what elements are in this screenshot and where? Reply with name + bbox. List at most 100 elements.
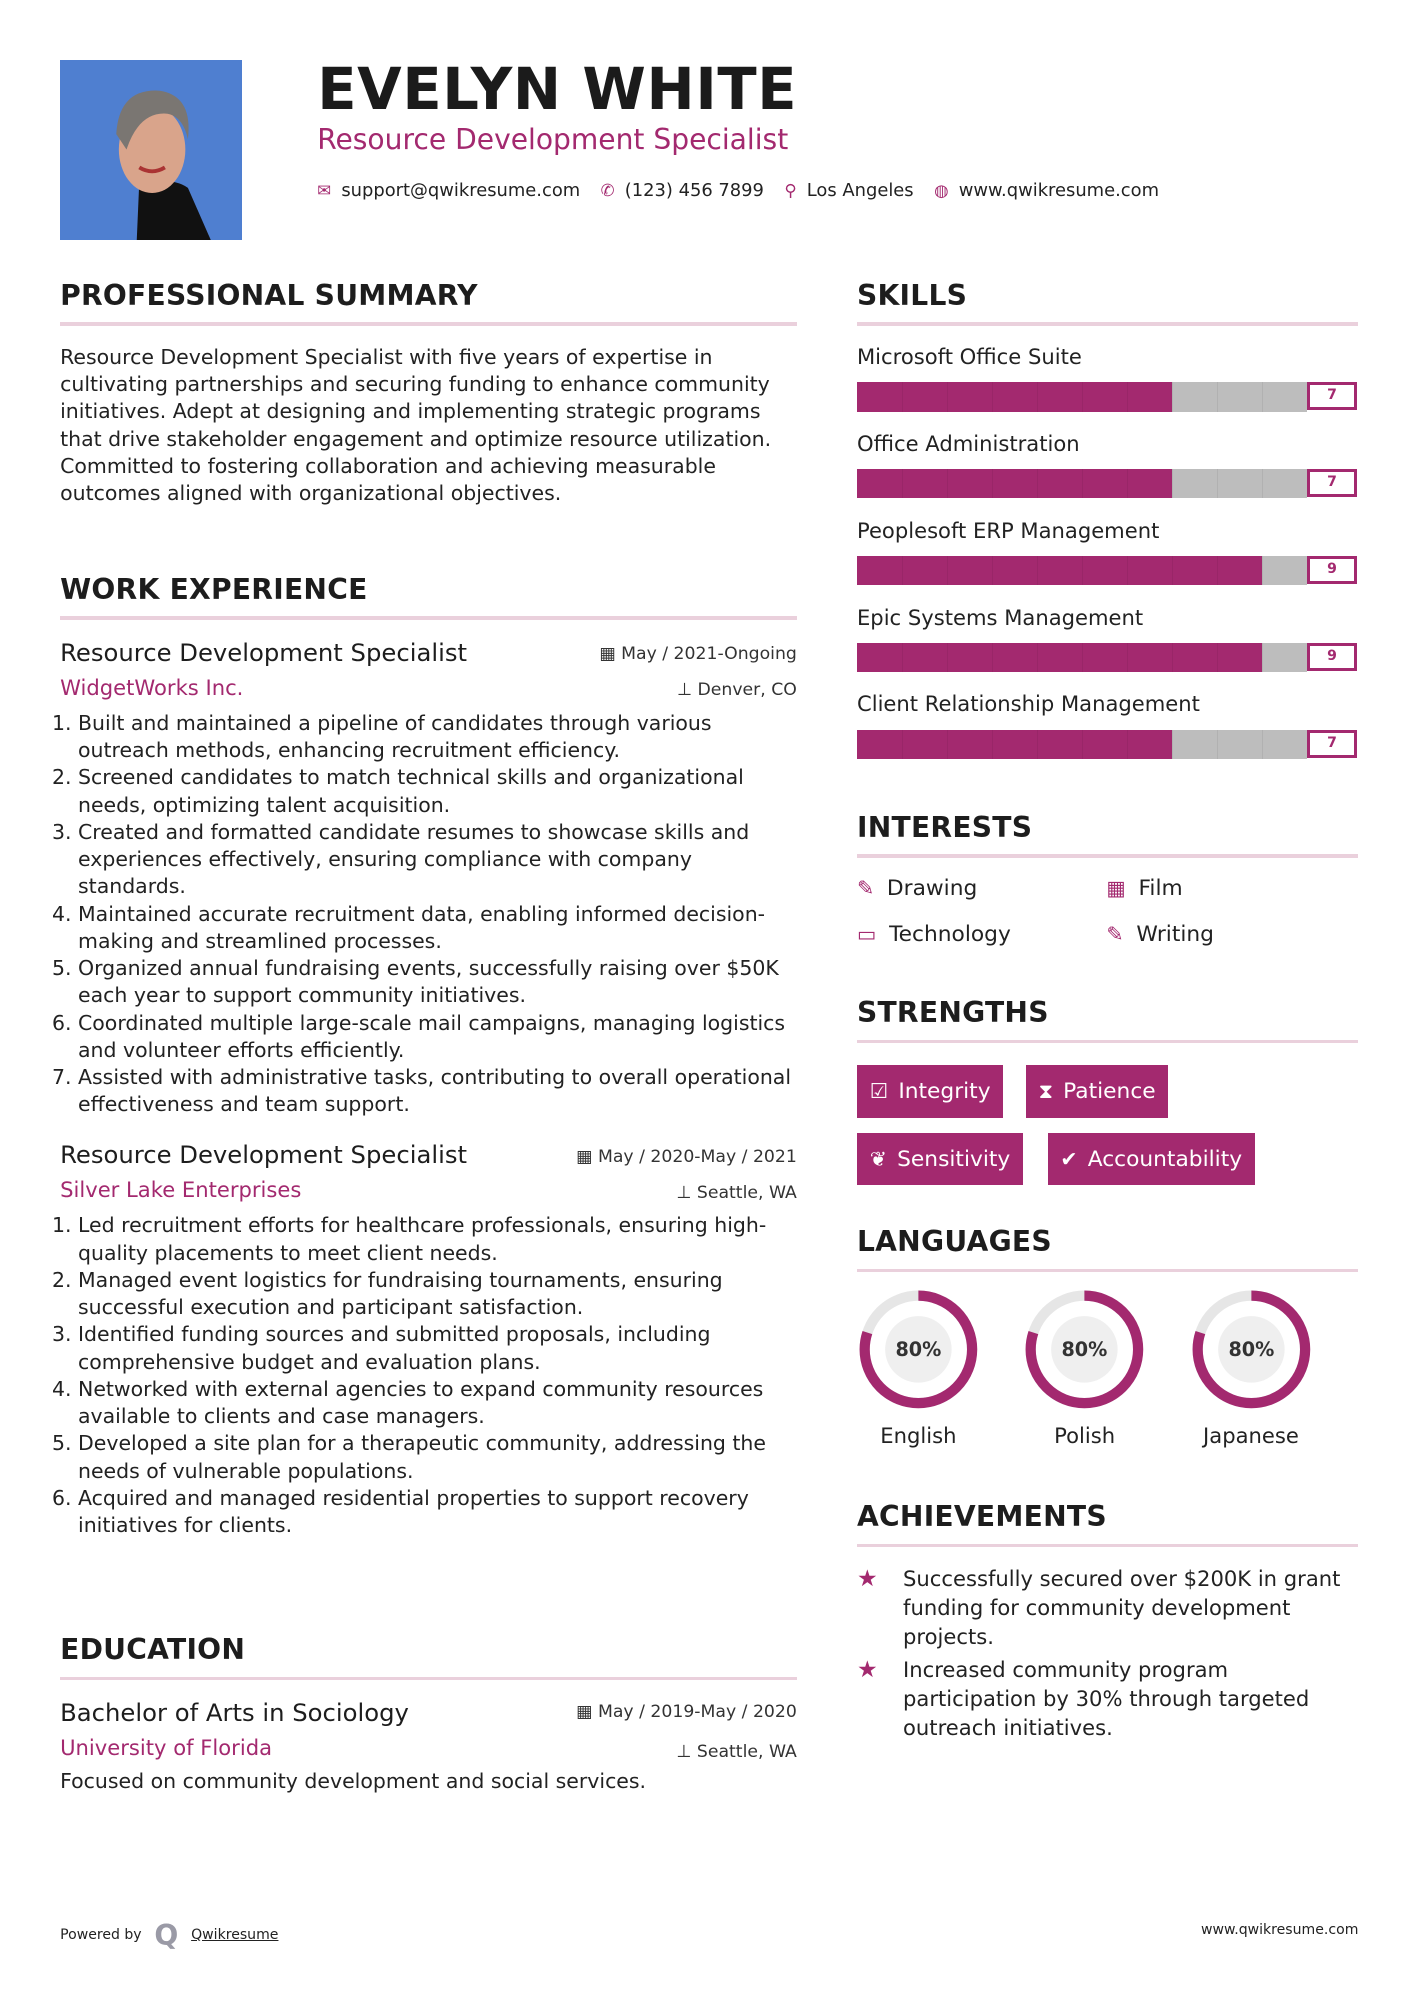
qwikresume-logo-icon: Q	[154, 1918, 179, 1952]
bar-segment-divider	[1172, 382, 1174, 412]
skill-item: Microsoft Office Suite 7	[856, 343, 1358, 412]
strength-tag: ❦ Sensitivity	[856, 1132, 1024, 1186]
skill-level: 7	[1307, 469, 1357, 497]
bar-segment-divider	[1262, 729, 1264, 760]
bar-segment-divider	[1082, 382, 1084, 412]
interest-item: ✎ Writing	[1106, 922, 1214, 947]
job-date: ▦ May / 2021-Ongoing	[599, 644, 797, 665]
interest-label: Technology	[889, 921, 1011, 947]
checkbox-icon: ☑	[869, 1079, 889, 1104]
job-bullet: Built and maintained a pipeline of candi…	[78, 710, 797, 765]
section-divider	[856, 322, 1359, 326]
achievement-item: ★ Successfully secured over $200K in gran…	[857, 1565, 1358, 1651]
powered-by-label: Powered by	[60, 1927, 142, 1944]
ring-fill	[1192, 1290, 1310, 1408]
language-item: 80% English	[857, 1288, 980, 1448]
interest-item: ▭ Technology	[857, 922, 1011, 947]
leaf-icon: ❦	[869, 1146, 887, 1171]
education-description: Focused on community development and soc…	[60, 1768, 647, 1793]
degree: Bachelor of Arts in Sociology	[60, 1698, 409, 1728]
bar-segment-divider	[1037, 642, 1039, 673]
contact-1[interactable]: (123) 456 7899	[624, 180, 764, 202]
profile-photo	[60, 60, 242, 241]
education-section: EDUCATION Bachelor of Arts in Sociology …	[60, 1633, 797, 1795]
skill-name: Epic Systems Management	[856, 604, 1144, 630]
section-divider	[60, 616, 797, 621]
skill-level: 9	[1307, 555, 1357, 584]
contact-3[interactable]: www.qwikresume.com	[958, 180, 1160, 202]
job-entry: Resource Development Specialist ▦ May / …	[60, 1140, 797, 1539]
strengths-section: STRENGTHS ☑ Integrity ⧗ Patience ❦ Sensitivit…	[856, 996, 1359, 1186]
bar-segment-divider	[1262, 469, 1264, 499]
skill-bar: 9	[856, 642, 1358, 673]
map-pin-icon: ⚲	[784, 181, 797, 201]
education-location: ⊥ Seattle, WA	[676, 1741, 797, 1762]
bar-segment-divider	[902, 555, 904, 586]
skill-name: Microsoft Office Suite	[856, 343, 1082, 369]
language-name: Polish	[1054, 1423, 1116, 1449]
strength-label: Accountability	[1087, 1146, 1243, 1172]
bar-segment-divider	[1217, 729, 1219, 760]
company-name: WidgetWorks Inc.	[60, 674, 244, 700]
phone-icon: ✆	[600, 181, 615, 201]
bar-segment-divider	[1217, 382, 1219, 412]
job-bullet: Developed a site plan for a therapeutic …	[78, 1430, 797, 1485]
skill-name: Office Administration	[856, 430, 1080, 456]
language-percent: 80%	[895, 1338, 941, 1361]
bar-segment-divider	[1262, 642, 1264, 673]
job-bullet: Led recruitment efforts for healthcare p…	[78, 1212, 797, 1267]
bar-segment-divider	[1217, 642, 1219, 673]
section-divider	[60, 322, 797, 326]
language-percent: 80%	[1228, 1338, 1274, 1361]
interest-item: ✎ Drawing	[857, 876, 977, 901]
job-bullet: Acquired and managed residential propert…	[78, 1485, 797, 1540]
skill-fill	[856, 642, 1263, 673]
bar-segment-divider	[1082, 729, 1084, 760]
language-ring: 80%	[1025, 1290, 1144, 1408]
section-divider	[856, 1039, 1359, 1044]
bar-segment-divider	[902, 382, 904, 412]
pushpin-icon: ⊥	[676, 1182, 697, 1203]
contact-2[interactable]: Los Angeles	[806, 180, 914, 202]
job-title: Resource Development Specialist	[60, 1140, 468, 1170]
film-icon: ▦	[1106, 875, 1126, 900]
envelope-icon: ✉	[317, 181, 332, 201]
bar-segment-divider	[947, 382, 949, 412]
star-icon: ★	[856, 1566, 878, 1593]
skill-name: Client Relationship Management	[856, 691, 1200, 717]
interest-label: Writing	[1136, 921, 1214, 947]
footer-url[interactable]: www.qwikresume.com	[1201, 1922, 1359, 1939]
summary-text: Resource Development Specialist with fiv…	[60, 344, 772, 506]
section-divider	[856, 854, 1359, 858]
contact-0[interactable]: support@qwikresume.com	[341, 180, 581, 202]
skill-fill	[856, 382, 1173, 412]
ring-center	[1051, 1315, 1118, 1383]
experience-section: WORK EXPERIENCE Resource Development Spe…	[60, 573, 797, 1539]
bar-segment-divider	[1082, 469, 1084, 499]
education-heading: EDUCATION	[60, 1633, 246, 1667]
achievement-text: Successfully secured over $200K in grant…	[903, 1566, 1341, 1649]
skill-bar: 7	[856, 382, 1358, 412]
job-bullet: Screened candidates to match technical s…	[78, 764, 797, 819]
skill-bar: 7	[856, 729, 1358, 760]
ring-fill	[859, 1290, 978, 1408]
skills-heading: SKILLS	[856, 278, 968, 312]
bar-segment-divider	[1037, 555, 1039, 586]
qwikresume-link[interactable]: Qwikresume	[191, 1927, 279, 1944]
bar-segment-divider	[1082, 642, 1084, 673]
skill-bar: 9	[856, 555, 1358, 586]
bar-segment-divider	[1127, 642, 1129, 673]
strength-tag: ☑ Integrity	[856, 1065, 1004, 1118]
bar-segment-divider	[1172, 642, 1174, 673]
interest-item: ▦ Film	[1106, 876, 1182, 901]
summary-section: PROFESSIONAL SUMMARY Resource Developmen…	[60, 279, 797, 507]
bar-segment-divider	[1262, 382, 1264, 412]
bar-segment-divider	[1082, 555, 1084, 586]
bar-segment-divider	[1217, 555, 1219, 586]
star-icon: ★	[856, 1657, 878, 1684]
section-divider	[856, 1268, 1359, 1273]
language-item: 80% Polish	[1023, 1288, 1146, 1449]
strength-label: Sensitivity	[897, 1146, 1011, 1172]
job-title: Resource Development Specialist	[60, 637, 468, 667]
